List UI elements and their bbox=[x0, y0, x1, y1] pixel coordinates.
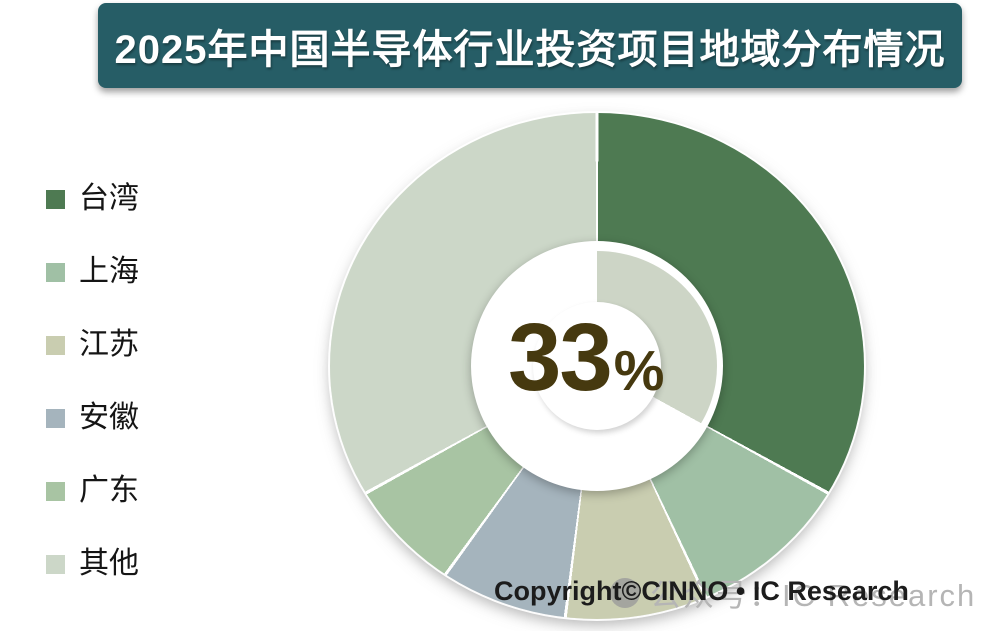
legend-label: 广东 bbox=[79, 474, 139, 507]
percent-sign: % bbox=[613, 339, 665, 403]
wechat-account-logo-icon bbox=[610, 577, 640, 608]
legend-label: 江苏 bbox=[79, 328, 139, 361]
legend-color-swatch bbox=[46, 408, 65, 428]
page-title: 2025年中国半导体行业投资项目地域分布情况 bbox=[114, 27, 946, 72]
legend-label: 其他 bbox=[79, 547, 139, 580]
center-value: 33% bbox=[508, 310, 664, 406]
legend-item: 广东 bbox=[46, 476, 139, 506]
watermark-text: 公众号：IC Research bbox=[650, 578, 977, 613]
copyright-text: Copyright©CINNO • IC Research bbox=[494, 576, 909, 606]
legend-label: 上海 bbox=[79, 255, 139, 288]
legend-item: 江苏 bbox=[46, 330, 139, 360]
legend-label: 台湾 bbox=[79, 182, 139, 215]
legend-color-swatch bbox=[46, 481, 65, 501]
legend-color-swatch bbox=[46, 554, 65, 574]
center-value-number: 33 bbox=[508, 304, 613, 411]
watermark: 公众号：IC Research bbox=[610, 570, 976, 615]
legend-color-swatch bbox=[46, 189, 65, 209]
legend-color-swatch bbox=[46, 335, 65, 355]
legend-item: 其他 bbox=[46, 549, 139, 579]
legend-item: 台湾 bbox=[46, 184, 139, 214]
legend-color-swatch bbox=[46, 262, 65, 282]
title-banner: 2025年中国半导体行业投资项目地域分布情况 bbox=[98, 3, 962, 88]
legend-item: 上海 bbox=[46, 257, 139, 287]
inner-ring-cutout bbox=[533, 302, 661, 430]
legend-label: 安徽 bbox=[79, 401, 139, 434]
chart-legend: 台湾上海江苏安徽广东其他 bbox=[46, 184, 139, 579]
legend-item: 安徽 bbox=[46, 403, 139, 433]
